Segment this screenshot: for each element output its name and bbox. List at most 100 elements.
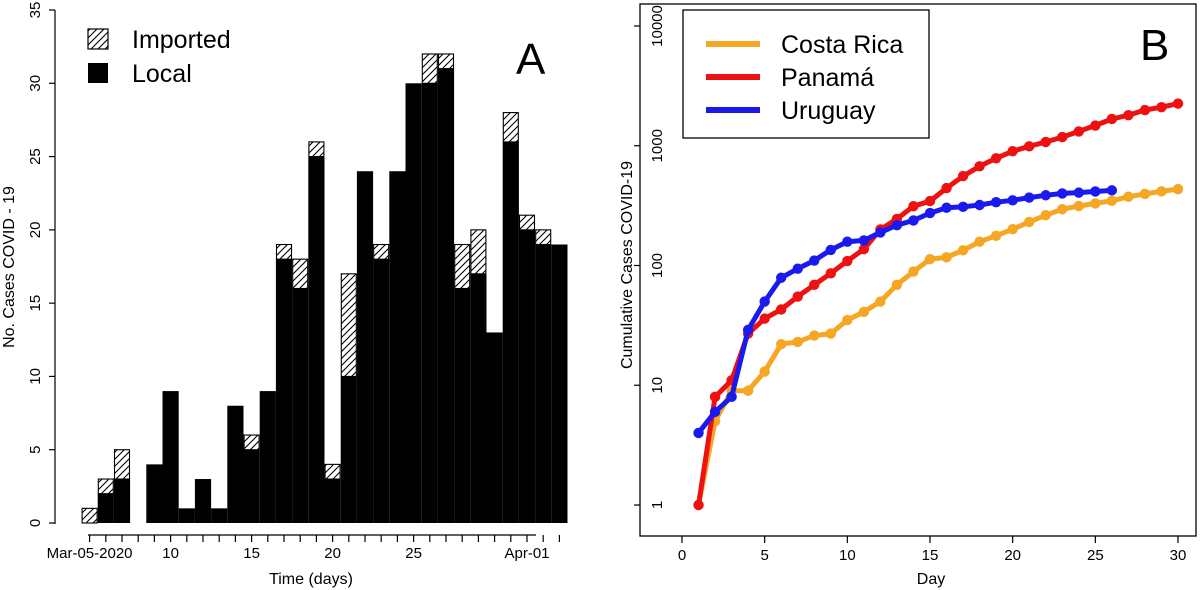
- chart-b-y-tick-label: 10000: [649, 5, 666, 47]
- chart-b-x-tick-label: 20: [1004, 547, 1021, 564]
- chart-b-x-tick-label: 25: [1087, 547, 1104, 564]
- point-costa-rica: [908, 266, 919, 277]
- bar-local: [324, 479, 341, 523]
- chart-b-y-label: Cumulative Cases COVID-19: [619, 161, 636, 369]
- bar-imported: [454, 243, 471, 290]
- point-panam: [1057, 131, 1068, 143]
- point-uruguay: [1007, 195, 1018, 206]
- point-uruguay: [726, 391, 737, 403]
- bar-imported: [470, 229, 487, 275]
- bar-imported: [97, 478, 114, 495]
- point-panam: [990, 153, 1002, 164]
- point-panam: [776, 304, 787, 315]
- chart-a-y-tick-label: 20: [27, 222, 44, 239]
- bar-imported: [340, 273, 357, 377]
- chart-b-x-tick-label: 30: [1170, 547, 1187, 564]
- chart-a-x-tick-label: 10: [162, 545, 179, 562]
- legend-label-imported: Imported: [132, 26, 231, 54]
- point-costa-rica: [842, 314, 853, 326]
- chart-b-x-tick-label: 5: [760, 547, 768, 564]
- point-panam: [1073, 126, 1085, 137]
- point-panam: [709, 391, 721, 403]
- bar-local: [194, 479, 212, 523]
- point-costa-rica: [1123, 191, 1134, 202]
- series-uruguay: [693, 185, 1118, 439]
- chart-b-y-tick-label: 1000: [649, 129, 666, 162]
- point-costa-rica: [875, 296, 886, 307]
- bar-imported: [421, 53, 438, 84]
- chart-b-x-label: Day: [917, 571, 945, 588]
- point-costa-rica: [990, 230, 1002, 242]
- chart-b-plot-box: [639, 3, 1197, 537]
- point-costa-rica: [1156, 186, 1167, 197]
- bar-local: [454, 288, 471, 523]
- point-costa-rica: [858, 306, 870, 318]
- bar-imported: [308, 141, 325, 158]
- bar-imported: [324, 463, 341, 480]
- point-uruguay: [759, 296, 770, 307]
- chart-a-x-tick-label: Mar-05-2020: [47, 545, 133, 562]
- bar-local: [113, 479, 131, 523]
- bar-local: [211, 508, 228, 523]
- point-panam: [908, 200, 919, 212]
- point-costa-rica: [776, 339, 787, 350]
- point-costa-rica: [924, 253, 936, 265]
- bar-local: [535, 244, 552, 523]
- point-panam: [1156, 101, 1167, 113]
- legend-label-costa-rica: Costa Rica: [781, 31, 903, 59]
- point-costa-rica: [1023, 216, 1035, 228]
- point-uruguay: [792, 263, 803, 274]
- legend-label-local: Local: [132, 60, 192, 88]
- chart-a-legend: Imported Local: [87, 26, 231, 88]
- chart-b-y-tick-label: 1: [649, 501, 666, 509]
- point-uruguay: [924, 207, 936, 219]
- point-costa-rica: [941, 252, 952, 263]
- chart-a-y-label: No. Cases COVID - 19: [1, 186, 18, 348]
- chart-b: 1 10 100 1000 10000 0 5 10 15 20 25 30 Cumulative …: [619, 3, 1197, 588]
- chart-a-panel-label: A: [516, 35, 546, 84]
- bar-local: [308, 156, 325, 524]
- point-costa-rica: [1073, 200, 1085, 212]
- point-panam: [1007, 145, 1018, 157]
- point-uruguay: [809, 255, 820, 266]
- point-costa-rica: [1172, 183, 1184, 195]
- bar-imported: [243, 434, 260, 451]
- point-uruguay: [957, 201, 969, 213]
- point-uruguay: [1106, 185, 1118, 196]
- chart-b-y-tick-label: 100: [649, 253, 666, 278]
- chart-a-x-tick-label: 20: [324, 545, 341, 562]
- bar-local: [227, 405, 244, 523]
- legend-swatch-local: [88, 63, 108, 83]
- bar-local: [356, 171, 374, 523]
- point-costa-rica: [1057, 204, 1068, 215]
- point-uruguay: [776, 272, 787, 283]
- chart-a-y-tick-label: 30: [27, 75, 44, 92]
- point-panam: [1123, 109, 1134, 121]
- chart-a-x-tick-label: 15: [243, 545, 260, 562]
- chart-b-x-tick-label: 15: [922, 547, 939, 564]
- point-uruguay: [709, 406, 721, 418]
- bar-imported: [437, 53, 455, 70]
- chart-a-x-tick-label: Apr-01: [504, 545, 549, 562]
- point-uruguay: [825, 244, 836, 256]
- chart-b-y-tick-label: 10: [649, 377, 666, 394]
- point-uruguay: [1040, 190, 1051, 201]
- point-panam: [1090, 120, 1101, 131]
- bar-local: [146, 464, 163, 523]
- chart-a-y-tick-label: 0: [27, 519, 44, 527]
- bar-local: [502, 141, 519, 523]
- chart-a-x-tick-label: 25: [405, 545, 422, 562]
- point-uruguay: [1073, 187, 1085, 198]
- chart-b-legend: Costa Rica Panamá Uruguay: [682, 9, 930, 139]
- legend-label-panama: Panamá: [781, 64, 874, 92]
- chart-a-y-tick-label: 35: [27, 2, 44, 19]
- chart-a-x-label: Time (days): [269, 571, 353, 588]
- point-costa-rica: [1106, 195, 1118, 206]
- series-costa-rica: [693, 183, 1184, 511]
- chart-b-x-tick-label: 10: [839, 547, 856, 564]
- point-uruguay: [990, 196, 1002, 208]
- point-panam: [974, 161, 985, 172]
- point-panam: [1139, 104, 1151, 116]
- bar-imported: [81, 507, 98, 524]
- point-panam: [792, 291, 803, 302]
